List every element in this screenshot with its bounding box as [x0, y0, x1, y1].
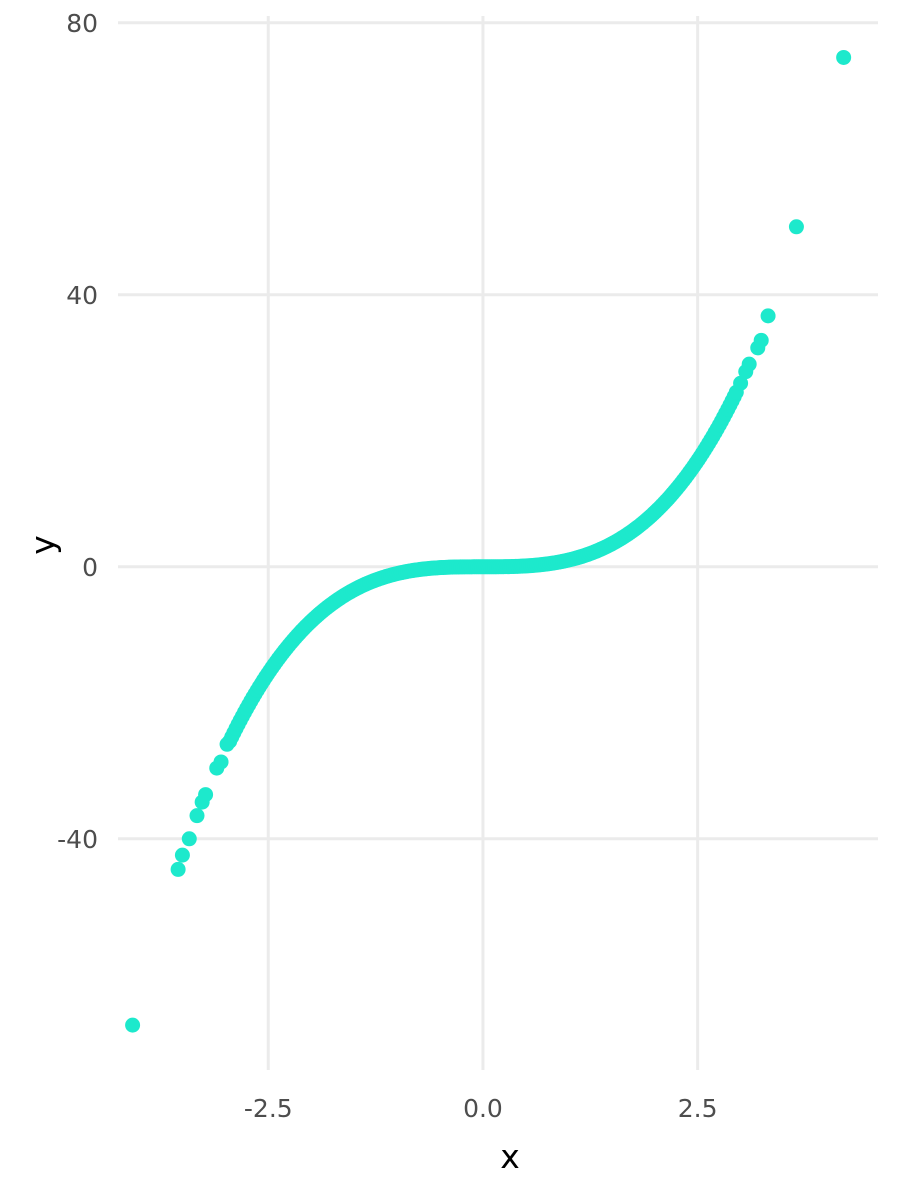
data-point [760, 308, 776, 324]
data-point [125, 1017, 141, 1033]
data-point [733, 375, 749, 391]
data-point [213, 754, 229, 770]
data-point [836, 49, 852, 65]
y-tick-label: -40 [57, 825, 98, 854]
grid-lines [118, 16, 878, 1070]
y-axis-title: y [23, 535, 62, 555]
data-point [753, 332, 769, 348]
data-point [788, 219, 804, 235]
x-axis-title: x [500, 1137, 520, 1176]
data-points [125, 49, 852, 1033]
y-axis-ticks: -40 0 40 80 [57, 9, 98, 854]
y-tick-label: 0 [82, 553, 98, 582]
data-point [170, 861, 186, 877]
y-tick-label: 40 [66, 281, 98, 310]
y-tick-label: 80 [66, 9, 98, 38]
data-point [198, 787, 214, 803]
x-axis-ticks: -2.5 0.0 2.5 [244, 1094, 718, 1123]
data-point [189, 808, 205, 824]
data-point [219, 736, 235, 752]
data-point [181, 831, 197, 847]
x-tick-label: 0.0 [463, 1094, 503, 1123]
data-point [741, 356, 757, 372]
x-tick-label: -2.5 [244, 1094, 293, 1123]
data-point [174, 847, 190, 863]
x-tick-label: 2.5 [678, 1094, 718, 1123]
